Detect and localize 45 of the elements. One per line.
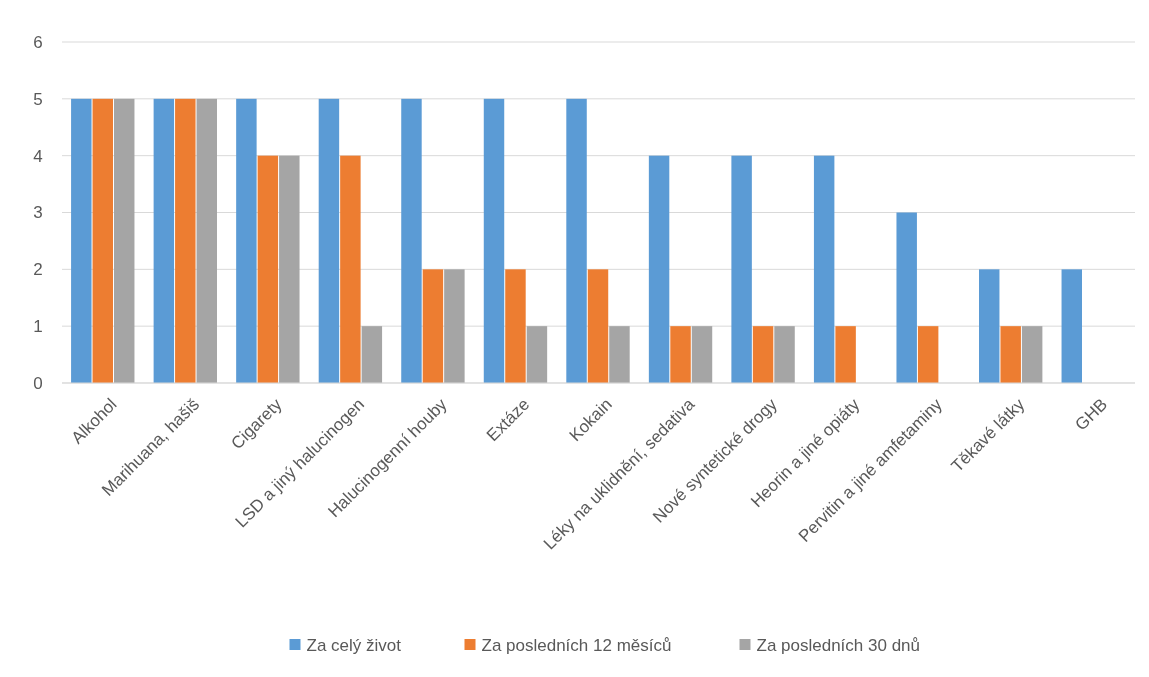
bar: [71, 98, 92, 383]
bar: [1000, 326, 1021, 383]
bar: [670, 326, 691, 383]
y-tick-label: 0: [33, 373, 43, 393]
bar: [1061, 269, 1082, 383]
bar: [896, 212, 917, 383]
bar: [1021, 326, 1043, 383]
bar: [483, 98, 505, 383]
bar: [92, 98, 113, 383]
bar: [813, 155, 835, 383]
bar: [236, 98, 257, 383]
bar: [566, 98, 587, 383]
bar: [731, 155, 752, 383]
bar: [505, 269, 526, 383]
bar: [422, 269, 444, 383]
bar: [279, 155, 300, 383]
bar: [752, 326, 774, 383]
bar: [648, 155, 670, 383]
y-tick-label: 5: [33, 89, 43, 109]
bar: [114, 98, 135, 383]
bar: [318, 98, 340, 383]
bar: [175, 98, 196, 383]
bar: [257, 155, 279, 383]
bar: [340, 155, 361, 383]
bar: [587, 269, 609, 383]
bar: [153, 98, 175, 383]
bar: [691, 326, 713, 383]
y-tick-label: 2: [33, 260, 43, 280]
bar: [196, 98, 217, 383]
bar: [526, 326, 548, 383]
bar: [774, 326, 795, 383]
y-tick-label: 4: [33, 146, 43, 166]
y-tick-label: 3: [33, 203, 43, 223]
bar: [979, 269, 1000, 383]
y-tick-label: 6: [33, 32, 43, 52]
bar: [917, 326, 939, 383]
legend-label: Za posledních 30 dnů: [756, 635, 921, 655]
y-tick-label: 1: [33, 317, 43, 337]
bar: [609, 326, 630, 383]
bar: [835, 326, 856, 383]
legend-label: Za celý život: [306, 635, 402, 655]
bar: [401, 98, 422, 383]
bar: [444, 269, 465, 383]
bar: [361, 326, 383, 383]
legend-label: Za posledních 12 měsíců: [481, 635, 672, 655]
